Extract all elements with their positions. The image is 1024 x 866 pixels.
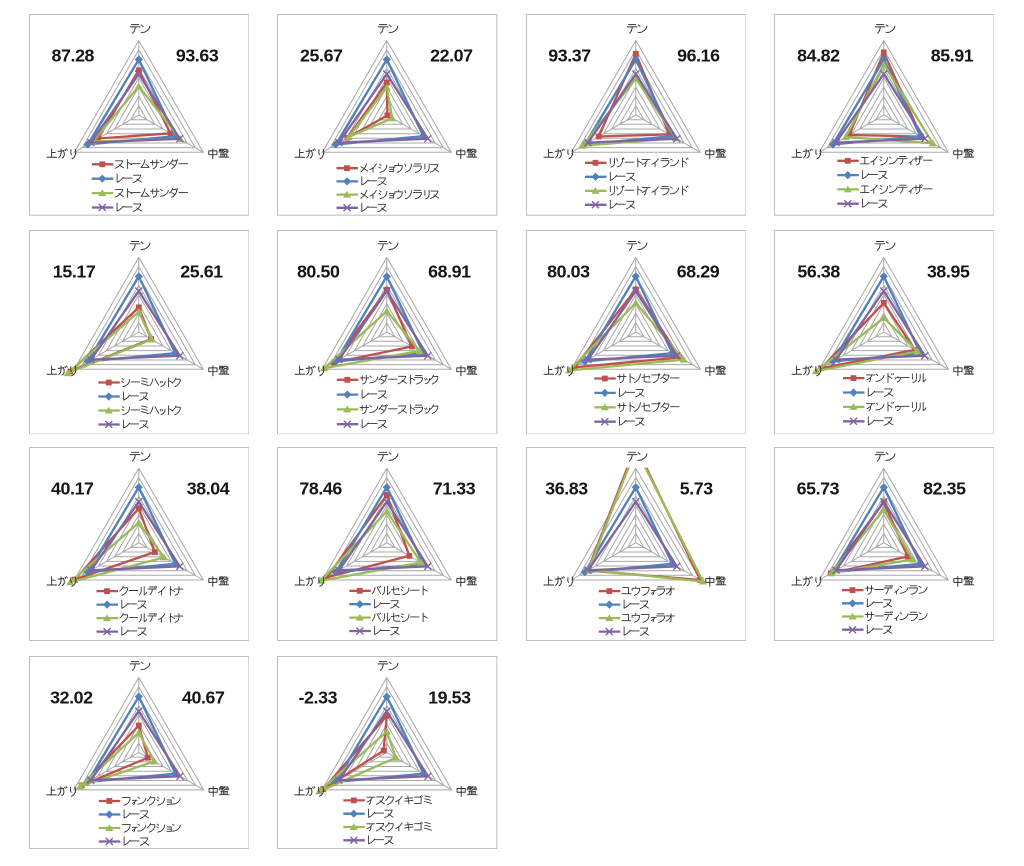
svg-text:71.33: 71.33 (433, 478, 476, 498)
svg-text:56.38: 56.38 (797, 261, 840, 281)
svg-text:5.73: 5.73 (680, 478, 714, 498)
svg-text:22.07: 22.07 (430, 45, 473, 65)
svg-text:-2.33: -2.33 (299, 688, 338, 708)
svg-text:80.50: 80.50 (297, 261, 340, 281)
svg-text:40.67: 40.67 (182, 688, 225, 708)
svg-text:68.91: 68.91 (428, 261, 471, 281)
svg-text:96.16: 96.16 (677, 45, 720, 65)
svg-text:80.03: 80.03 (547, 261, 590, 281)
svg-text:84.82: 84.82 (797, 45, 840, 65)
svg-text:93.37: 93.37 (548, 45, 591, 65)
svg-text:68.29: 68.29 (677, 261, 720, 281)
svg-text:38.04: 38.04 (187, 478, 230, 498)
svg-text:78.46: 78.46 (300, 478, 343, 498)
svg-text:25.67: 25.67 (300, 45, 343, 65)
svg-text:65.73: 65.73 (796, 478, 839, 498)
svg-text:85.91: 85.91 (930, 45, 973, 65)
svg-text:19.53: 19.53 (428, 688, 471, 708)
svg-text:32.02: 32.02 (50, 688, 93, 708)
svg-text:36.83: 36.83 (545, 478, 588, 498)
svg-text:82.35: 82.35 (923, 478, 966, 498)
svg-text:25.61: 25.61 (180, 261, 223, 281)
svg-text:40.17: 40.17 (51, 478, 94, 498)
svg-text:15.17: 15.17 (53, 261, 96, 281)
svg-text:87.28: 87.28 (52, 45, 95, 65)
svg-text:93.63: 93.63 (176, 45, 219, 65)
svg-text:38.95: 38.95 (926, 261, 969, 281)
